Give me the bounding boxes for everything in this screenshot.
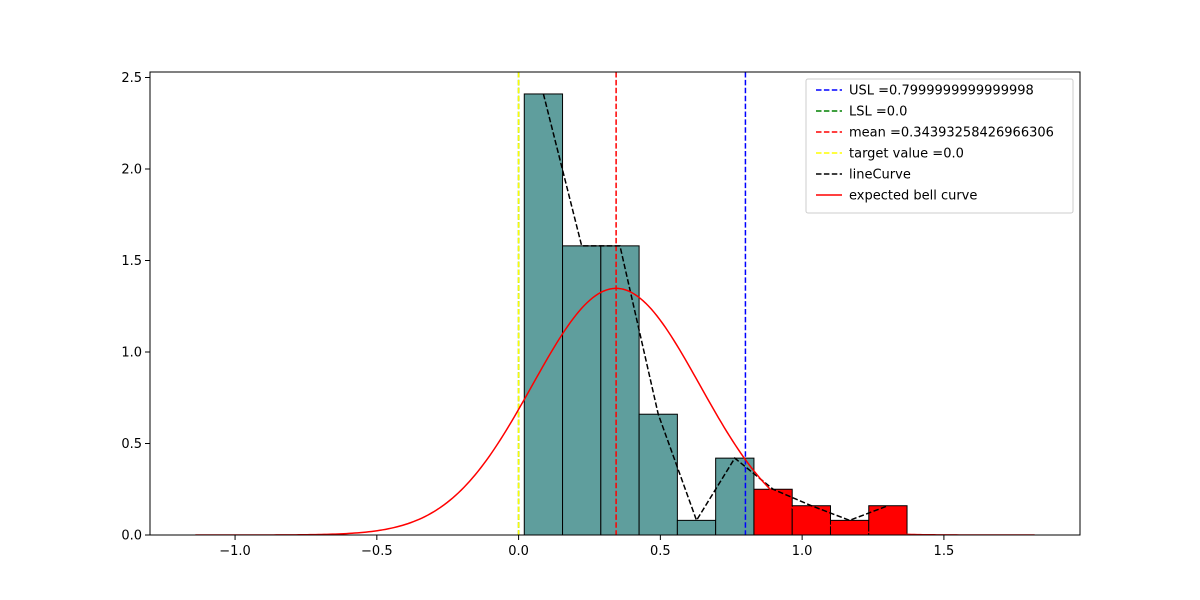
y-tick-label: 1.0 <box>121 345 142 360</box>
y-tick-label: 0.5 <box>121 437 142 452</box>
legend-label: target value =0.0 <box>849 147 964 162</box>
histogram-bar <box>600 245 640 535</box>
histogram-bar <box>715 457 755 535</box>
histogram-bar <box>753 488 793 535</box>
legend-label: lineCurve <box>849 168 911 183</box>
histogram-bar <box>562 245 602 535</box>
y-tick-label: 2.0 <box>121 162 142 177</box>
plot-content <box>195 72 1035 535</box>
legend-label: LSL =0.0 <box>849 105 907 120</box>
line-curve-series <box>542 93 889 523</box>
legend-label: USL =0.7999999999999998 <box>849 84 1034 99</box>
histogram-bar <box>638 413 678 535</box>
y-tick-label: 1.5 <box>121 254 142 269</box>
x-tick-label: 0.0 <box>508 544 529 559</box>
x-tick-label: 1.0 <box>792 544 813 559</box>
legend-label: expected bell curve <box>849 189 977 204</box>
legend-box <box>805 78 1074 214</box>
y-tick-label: 2.5 <box>121 71 142 86</box>
axes: −1.0 −0.5 0.0 0.5 1.0 1.5 0.0 0.5 1.0 1.5 2.0 2.5 <box>121 71 1081 559</box>
x-tick-label: 1.5 <box>934 544 955 559</box>
bell-curve-series <box>195 287 1035 535</box>
plot-area <box>195 72 1035 535</box>
histogram-bar <box>676 519 717 535</box>
legend-label: mean =0.34393258426966306 <box>849 126 1054 141</box>
histogram-bar <box>523 93 564 535</box>
y-tick-label: 0.0 <box>121 529 142 544</box>
axes-frame <box>149 71 1081 536</box>
x-tick-label: −0.5 <box>361 544 393 559</box>
legend: USL =0.7999999999999998 LSL =0.0 mean =0.3… <box>805 78 1074 214</box>
x-tick-label: −1.0 <box>219 544 251 559</box>
x-tick-label: 0.5 <box>650 544 671 559</box>
